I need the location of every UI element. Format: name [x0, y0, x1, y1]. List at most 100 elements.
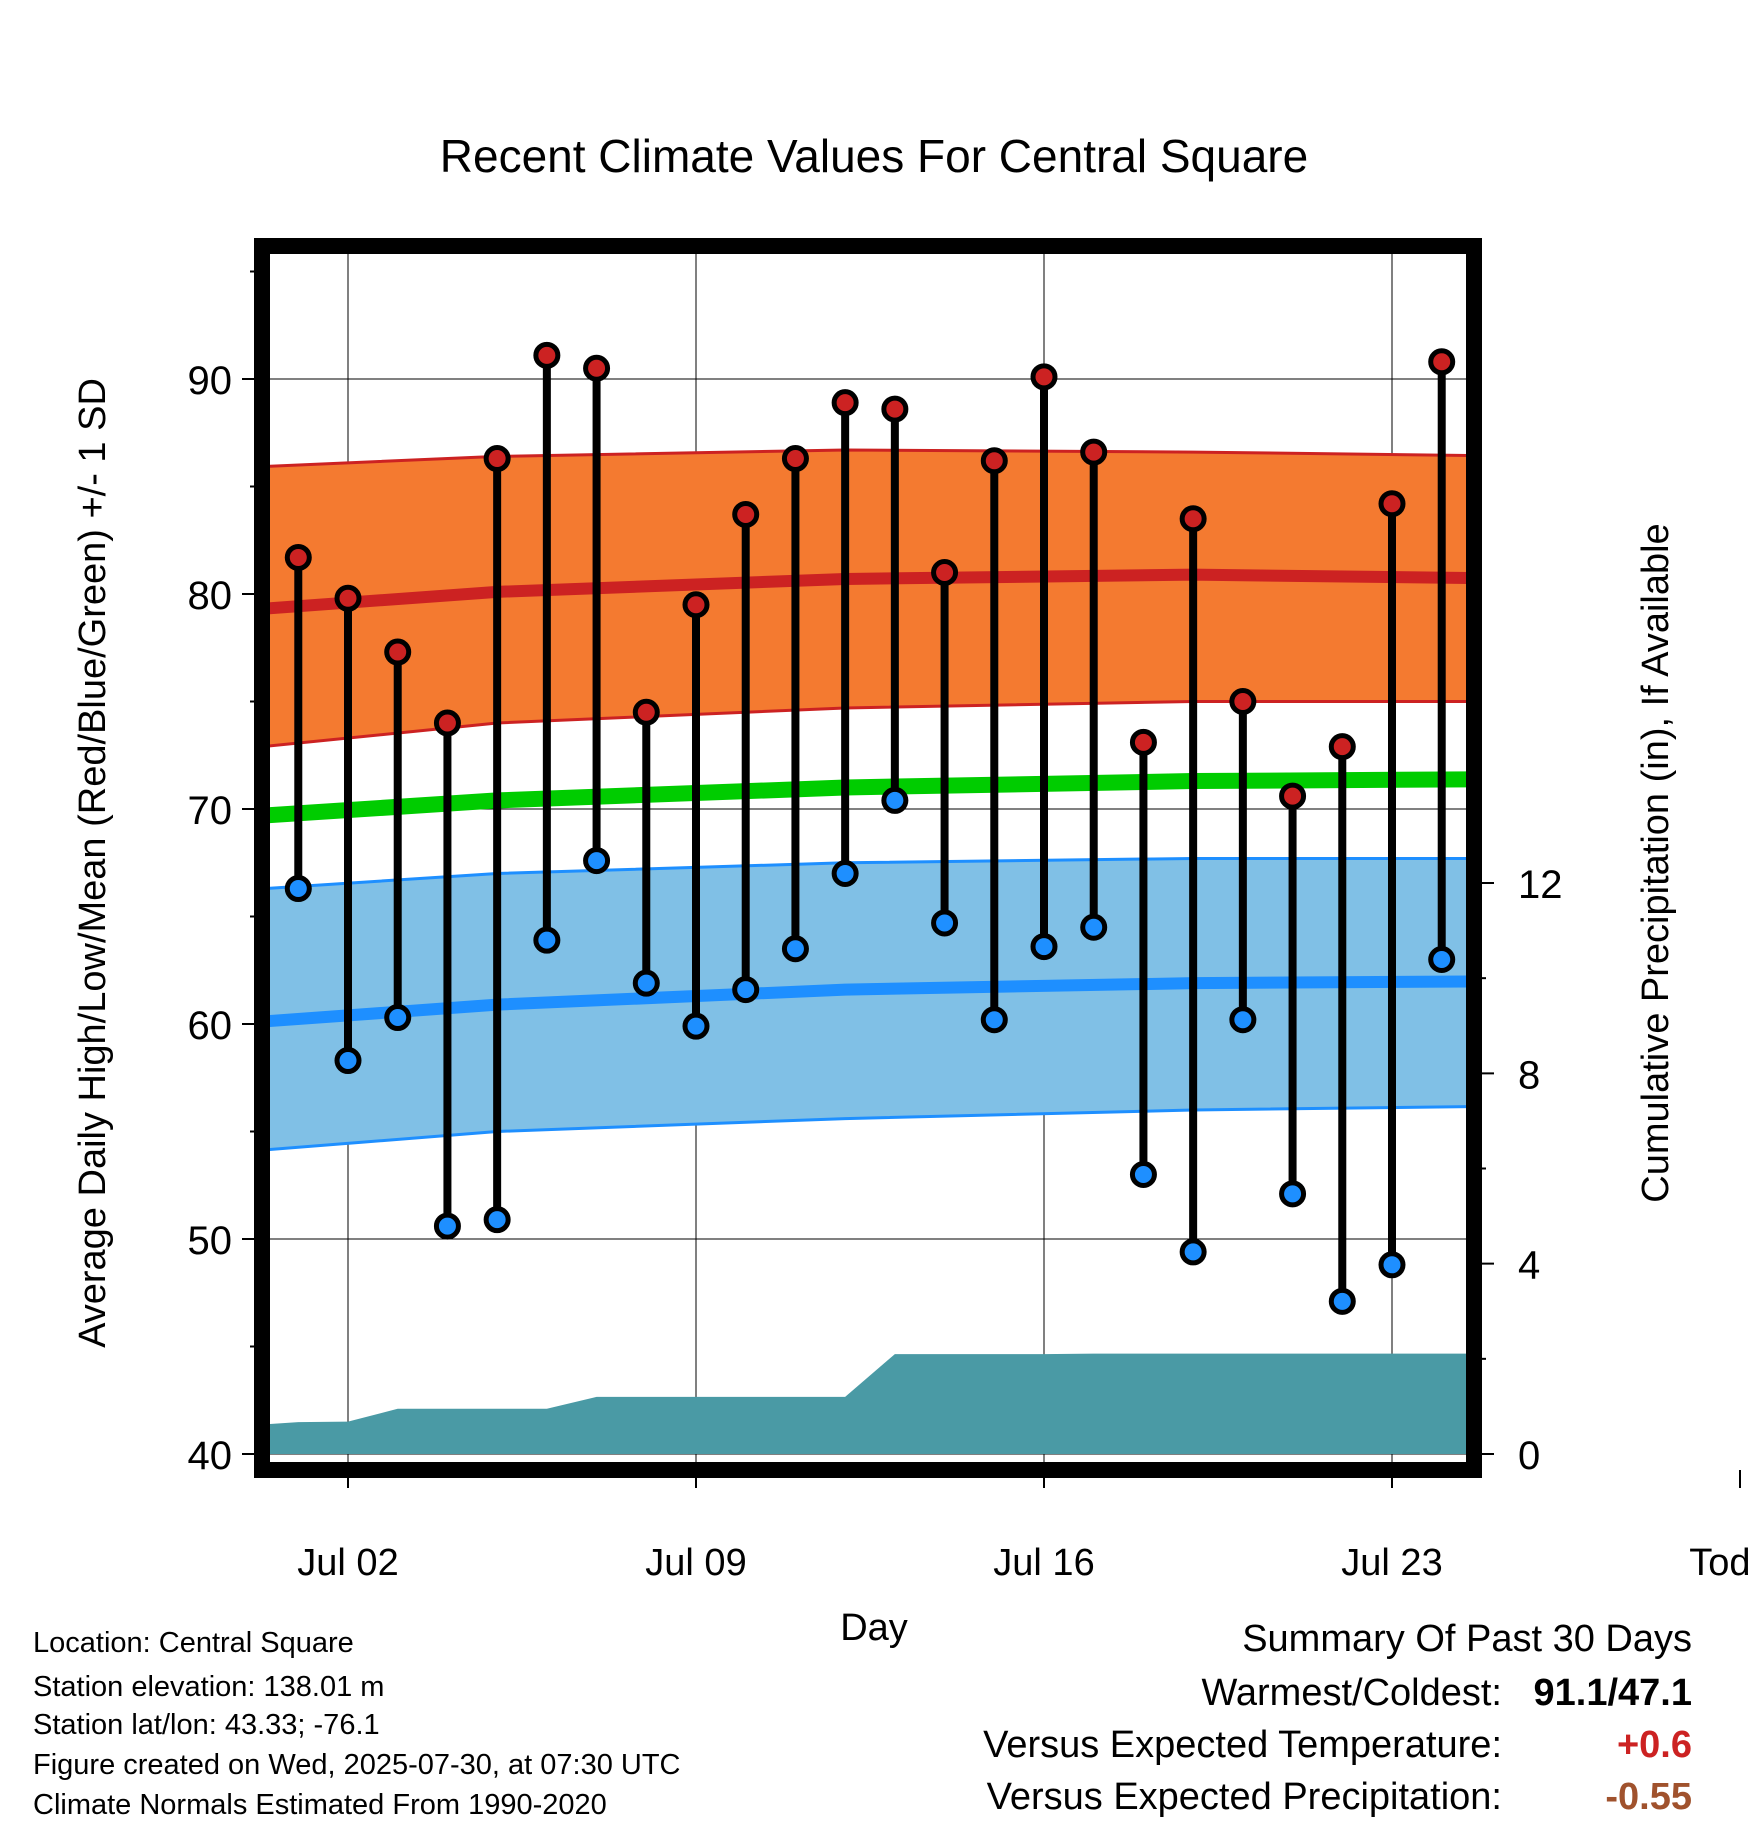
high-point: [732, 500, 760, 528]
high-point: [334, 584, 362, 612]
low-point: [334, 1047, 362, 1075]
low-point: [682, 1012, 710, 1040]
left-axis: 40 50 60 70 80 90: [188, 270, 262, 1478]
high-point: [980, 447, 1008, 475]
right-axis: 0 4 8 12: [1474, 863, 1563, 1478]
summary-temp-row: Versus Expected Temperature: +0.6: [983, 1724, 1692, 1767]
x-tick-label: Jul 16: [993, 1542, 1094, 1584]
high-point: [781, 445, 809, 473]
low-point: [980, 1006, 1008, 1034]
daily-range-stems: [284, 341, 1701, 1315]
low-point: [1229, 1006, 1257, 1034]
high-avg-dot: [1726, 571, 1748, 599]
plot-frame: [254, 238, 1482, 1478]
low-point: [881, 786, 909, 814]
y-tick-label: 60: [188, 1004, 233, 1048]
low-point: [583, 847, 611, 875]
summary-title: Summary Of Past 30 Days: [1242, 1618, 1692, 1660]
low-point: [632, 969, 660, 997]
x-tick-label: Jul 02: [297, 1542, 398, 1584]
info-normals: Climate Normals Estimated From 1990-2020: [33, 1789, 607, 1821]
low-sd-band: [270, 858, 1468, 1150]
y-tick-label: 40: [188, 1434, 233, 1478]
low-point: [284, 875, 312, 903]
high-point: [1129, 728, 1157, 756]
y2-tick-label: 4: [1518, 1244, 1540, 1288]
low-point: [1179, 1238, 1207, 1266]
plot-area: [270, 252, 1748, 1464]
low-point: [1030, 933, 1058, 961]
high-point: [1080, 438, 1108, 466]
high-point: [831, 389, 859, 417]
x-axis-label: Day: [840, 1607, 908, 1649]
summary-temp-label: Versus Expected Temperature:: [983, 1724, 1502, 1766]
high-point: [632, 698, 660, 726]
y-tick-label: 90: [188, 359, 233, 403]
x-tick-label: Today: [1689, 1542, 1748, 1584]
high-point: [1229, 688, 1257, 715]
low-avg-dot: [1726, 971, 1748, 999]
low-point: [732, 976, 760, 1004]
info-created: Figure created on Wed, 2025-07-30, at 07…: [33, 1749, 681, 1781]
high-point: [881, 395, 909, 423]
low-point: [1129, 1161, 1157, 1188]
high-point: [682, 591, 710, 619]
high-point: [1428, 348, 1456, 376]
low-point: [1480, 921, 1502, 943]
summary-warmest-value: 91.1/47.1: [1533, 1672, 1692, 1714]
high-point: [533, 341, 561, 369]
y-tick-label: 70: [188, 789, 233, 833]
low-point: [1080, 913, 1108, 941]
low-point: [1580, 873, 1602, 895]
high-point: [1530, 443, 1552, 465]
high-sd-band: [270, 449, 1468, 746]
high-point: [583, 354, 611, 382]
x-tick-label: Jul 23: [1341, 1542, 1442, 1584]
low-point: [831, 860, 859, 887]
summary-temp-value: +0.6: [1616, 1724, 1692, 1766]
y2-tick-label: 12: [1518, 863, 1563, 907]
y2-tick-label: 8: [1518, 1053, 1540, 1097]
y2-axis-label: Cumulative Precipitation (in), If Availa…: [1635, 523, 1677, 1202]
summary-warmest-label: Warmest/Coldest:: [1201, 1672, 1502, 1714]
high-point: [1279, 782, 1307, 810]
low-point: [1328, 1287, 1356, 1315]
info-location: Location: Central Square: [33, 1627, 354, 1659]
high-point: [1179, 505, 1207, 533]
info-latlon: Station lat/lon: 43.33; -76.1: [33, 1709, 380, 1741]
y-tick-label: 50: [188, 1219, 233, 1263]
info-elevation: Station elevation: 138.01 m: [33, 1671, 385, 1703]
high-point: [1679, 469, 1701, 491]
high-point: [384, 638, 412, 666]
mean-normal-line: [270, 771, 1468, 824]
high-point: [433, 709, 461, 737]
low-point: [931, 909, 959, 937]
y-axis-label: Average Daily High/Low/Mean (Red/Blue/Gr…: [72, 378, 114, 1348]
high-point: [1630, 420, 1652, 442]
low-point: [781, 935, 809, 963]
high-point: [931, 559, 959, 586]
high-point: [1030, 363, 1058, 391]
high-point: [1328, 733, 1356, 761]
low-point: [433, 1212, 461, 1240]
high-point: [483, 445, 511, 473]
x-tick-label: Jul 09: [645, 1542, 746, 1584]
y-tick-label: 80: [188, 574, 233, 618]
low-point: [1279, 1180, 1307, 1208]
low-point: [384, 1004, 412, 1032]
low-point: [483, 1206, 511, 1234]
low-point: [1378, 1251, 1406, 1279]
low-point: [533, 926, 561, 954]
high-point: [284, 543, 312, 571]
summary-precip-value: -0.55: [1605, 1776, 1692, 1818]
low-point: [1428, 946, 1456, 973]
low-point: [1679, 921, 1701, 943]
summary-warmest-row: Warmest/Coldest: 91.1/47.1: [1201, 1672, 1692, 1715]
summary-precip-label: Versus Expected Precipitation:: [986, 1776, 1502, 1818]
high-point: [1580, 534, 1602, 556]
chart-title: Recent Climate Values For Central Square: [440, 130, 1308, 182]
summary-precip-row: Versus Expected Precipitation: -0.55: [987, 1776, 1692, 1819]
y2-tick-label: 0: [1518, 1434, 1540, 1478]
